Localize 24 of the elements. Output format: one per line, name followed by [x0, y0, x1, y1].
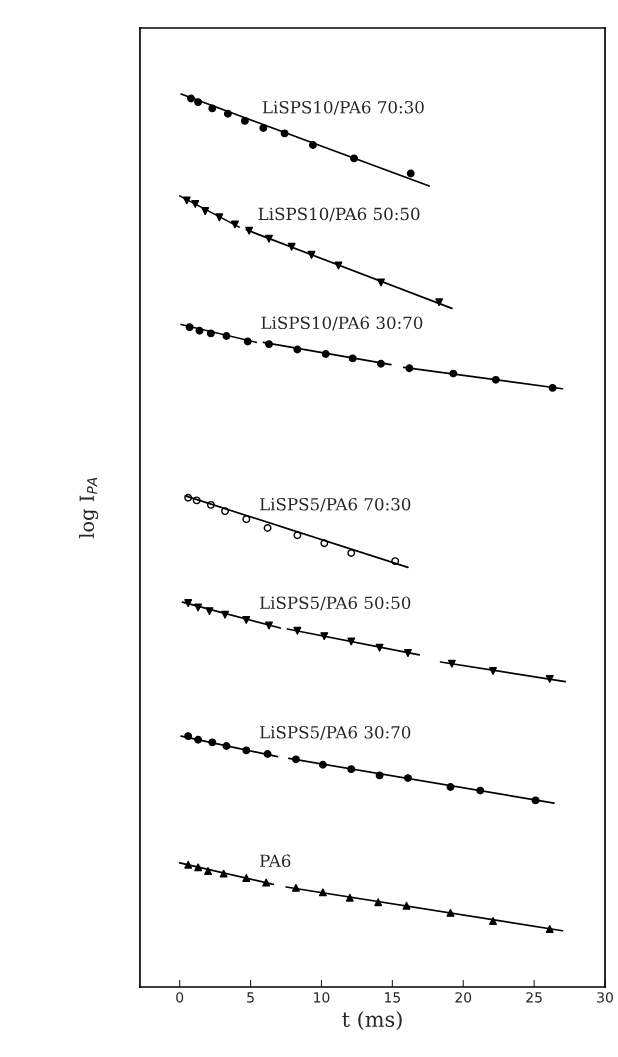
point — [242, 515, 251, 524]
point — [204, 866, 212, 875]
series-label: PA6 — [259, 854, 291, 868]
x-axis-title: t (ms) — [342, 1010, 402, 1030]
series-label: LiSPS5/PA6 50:50 — [259, 596, 411, 611]
x-tick-label: 5 — [247, 992, 254, 1003]
point — [263, 524, 272, 533]
x-tick-label: 10 — [314, 992, 330, 1003]
point — [345, 893, 354, 902]
point — [347, 549, 356, 558]
point — [435, 298, 444, 307]
series-label: LiSPS5/PA6 30:70 — [259, 725, 411, 740]
series-label: LiSPS10/PA6 50:50 — [258, 207, 420, 222]
x-tick-label: 25 — [526, 992, 542, 1003]
x-tick-label: 30 — [597, 992, 613, 1003]
series-label: LiSPS10/PA6 30:70 — [261, 316, 423, 331]
y-axis-title: log I$_{PA}$ — [79, 477, 99, 539]
series-label: LiSPS10/PA6 70:30 — [262, 100, 424, 115]
point — [489, 916, 497, 925]
x-tick-label: 20 — [455, 992, 472, 1003]
point — [406, 169, 415, 178]
x-tick-label: 0 — [176, 992, 184, 1003]
x-tick-label: 15 — [385, 992, 400, 1003]
series-label: LiSPS5/PA6 70:30 — [259, 497, 411, 512]
